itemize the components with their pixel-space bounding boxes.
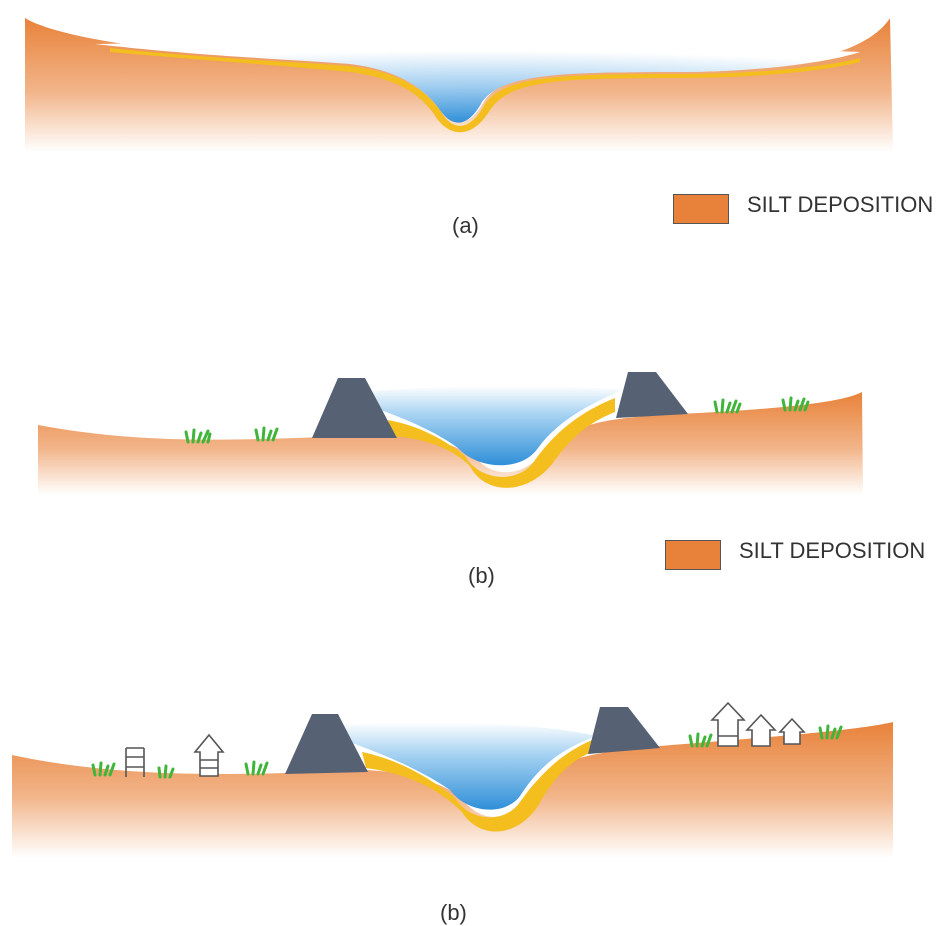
panel-c xyxy=(12,701,893,858)
caption-b: (b) xyxy=(468,563,495,588)
silt-bank-icon xyxy=(25,18,893,152)
water-channel-icon xyxy=(95,42,860,123)
silt-bank-icon xyxy=(38,392,863,495)
grass-icon xyxy=(184,396,810,444)
embankment-icon xyxy=(312,378,397,438)
silt-swatch-icon xyxy=(673,194,729,224)
house-icon xyxy=(710,701,746,747)
legend-a-label: SILT DEPOSITION xyxy=(747,192,934,217)
house-icon xyxy=(778,717,806,745)
caption-a: (a) xyxy=(452,213,479,238)
embankment-icon xyxy=(588,707,660,754)
panel-a xyxy=(25,18,893,152)
legend-b-label: SILT DEPOSITION xyxy=(739,538,926,563)
ladder-icon xyxy=(125,747,145,777)
caption-c: (b) xyxy=(440,900,467,925)
grass-icon xyxy=(91,724,843,779)
water-channel-icon xyxy=(340,385,622,466)
sand-layer xyxy=(362,740,592,832)
legend-a: SILT DEPOSITION xyxy=(673,190,941,224)
water-channel-icon xyxy=(312,722,596,810)
sand-layer xyxy=(388,398,615,488)
house-icon xyxy=(745,713,777,747)
house-icon xyxy=(193,733,225,777)
legend-b: SILT DEPOSITION xyxy=(665,536,941,570)
silt-swatch-icon xyxy=(665,540,721,570)
embankment-icon xyxy=(616,372,688,418)
panel-b xyxy=(38,372,863,495)
embankment-icon xyxy=(285,714,368,774)
silt-bank-icon xyxy=(12,722,893,858)
sand-layer xyxy=(110,48,860,133)
